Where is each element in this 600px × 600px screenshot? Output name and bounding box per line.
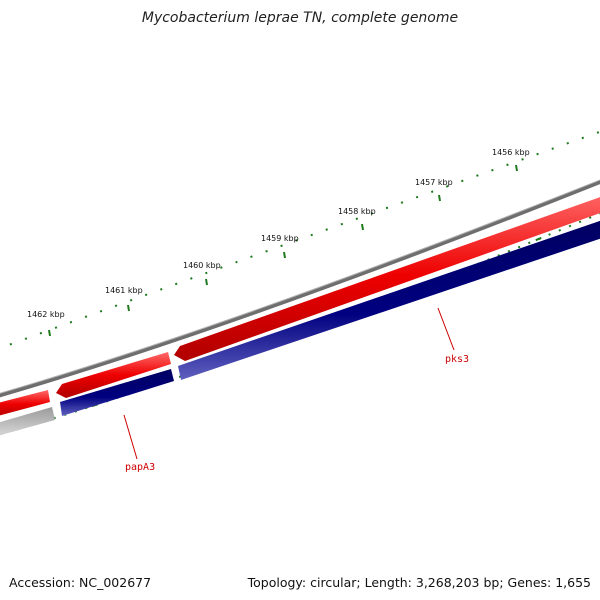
gray-feature: [0, 407, 55, 436]
reverse-cds-track: [60, 220, 600, 416]
ruler-label-1459: 1459 kbp: [261, 234, 299, 243]
backbone-highlight: [0, 179, 600, 394]
major-ticks: [48, 164, 518, 337]
pks3-leader: [437, 307, 455, 351]
gene-arrow-left: [0, 390, 50, 416]
ruler-label-1458: 1458 kbp: [338, 207, 376, 216]
gene-label-papA3: papA3: [125, 462, 155, 473]
gene-arrow-pks3: [174, 197, 600, 361]
ruler-label-1460: 1460 kbp: [183, 261, 221, 270]
ruler-label-1457: 1457 kbp: [415, 178, 453, 187]
ruler-label-1462: 1462 kbp: [27, 310, 65, 319]
accession-text: Accession: NC_002677: [9, 575, 152, 590]
gene-label-pks3: pks3: [445, 354, 469, 365]
map-title: Mycobacterium leprae TN, complete genome: [141, 10, 459, 26]
ruler-label-1456: 1456 kbp: [492, 148, 530, 157]
forward-cds-track: [0, 197, 600, 416]
backbone-ring: [0, 179, 600, 398]
gene-bar-papA3: [60, 369, 174, 416]
ruler-labels: 1462 kbp 1461 kbp 1460 kbp 1459 kbp 1458…: [27, 148, 530, 319]
ruler-label-1461: 1461 kbp: [105, 286, 143, 295]
summary-text: Topology: circular; Length: 3,268,203 bp…: [247, 575, 591, 590]
gene-arrow-papA3: [56, 352, 171, 398]
papA3-leader: [123, 414, 138, 460]
gene-bar-pks3: [178, 220, 600, 380]
